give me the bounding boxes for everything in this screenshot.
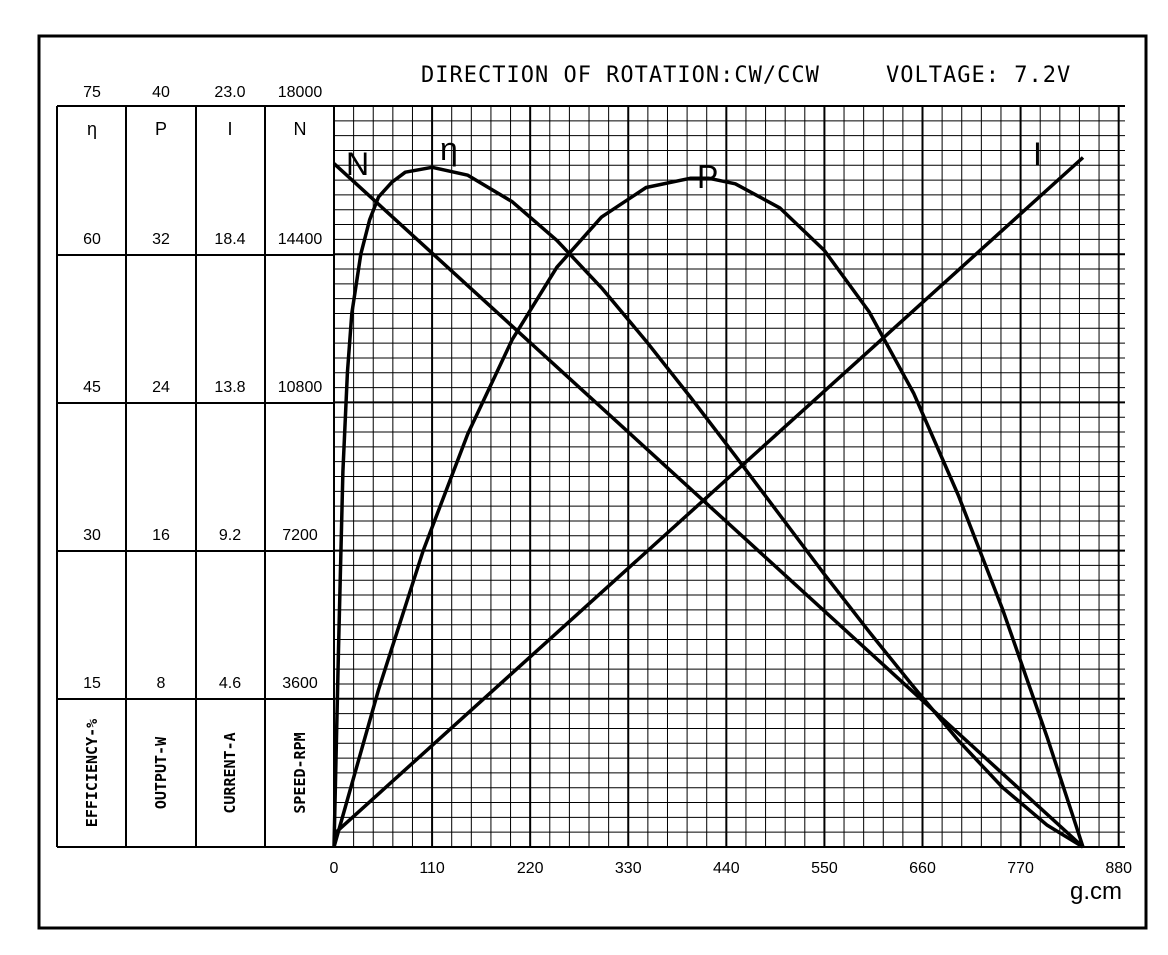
axis-tick-value: 15	[83, 675, 101, 692]
axis-top-value: 75	[83, 84, 101, 101]
axis-tick-value: 60	[83, 231, 101, 248]
x-tick-label: 660	[909, 860, 936, 877]
chart-frame	[37, 34, 1148, 930]
axis-tick-value: 14400	[278, 231, 323, 248]
axis-tick-value: 3600	[282, 675, 318, 692]
axis-tick-value: 7200	[282, 527, 318, 544]
axis-symbol: N	[294, 119, 307, 139]
curves	[332, 156, 1085, 849]
x-tick-label: 770	[1007, 860, 1034, 877]
axis-name: OUTPUT-W	[152, 736, 170, 809]
x-tick-label: 110	[419, 860, 445, 877]
x-tick-label: 550	[811, 860, 838, 877]
x-tick-label: 0	[330, 860, 339, 877]
current-curve-label: I	[1033, 136, 1042, 172]
axis-name: CURRENT-A	[221, 732, 239, 813]
axis-top-value: 40	[152, 84, 170, 101]
axis-tick-value: 30	[83, 527, 101, 544]
axis-tick-value: 16	[152, 527, 170, 544]
curve-output	[332, 176, 1085, 848]
axis-tick-value: 18.4	[214, 231, 245, 248]
axis-tick-value: 10800	[278, 379, 323, 396]
x-tick-label: 440	[713, 860, 740, 877]
axis-tick-value: 4.6	[219, 675, 241, 692]
axis-tick-value: 32	[152, 231, 170, 248]
axis-symbol: η	[87, 119, 97, 139]
axis-name: SPEED-RPM	[291, 732, 309, 813]
curve-efficiency	[332, 165, 1084, 849]
curve-speed	[332, 162, 1085, 849]
x-axis-ticks: 0 110 220 330 440 550 660 770 880	[330, 860, 1133, 877]
axis-symbol: P	[155, 119, 167, 139]
axis-scale-table: 75 η 60 45 30 15 EFFICIENCY-% 40 P 32 24 16 8 OUTPUT-…	[56, 84, 335, 848]
plot-grid	[333, 105, 1125, 848]
x-tick-label: 330	[615, 860, 642, 877]
axis-top-value: 23.0	[214, 84, 245, 101]
efficiency-curve-label: η	[440, 131, 458, 167]
axis-name: EFFICIENCY-%	[83, 719, 101, 827]
voltage-title: VOLTAGE: 7.2V	[886, 63, 1071, 88]
curve-labels: N I Pη	[346, 131, 1042, 195]
x-tick-label: 220	[517, 860, 544, 877]
axis-top-value: 18000	[278, 84, 323, 101]
axis-tick-value: 9.2	[219, 527, 241, 544]
speed-curve-label: N	[346, 146, 369, 182]
axis-tick-value: 24	[152, 379, 170, 396]
axis-symbol: I	[227, 119, 232, 139]
curve-current	[332, 156, 1085, 836]
output-curve-label: P	[697, 159, 718, 195]
axis-tick-value: 13.8	[214, 379, 245, 396]
axis-tick-value: 8	[157, 675, 166, 692]
x-tick-label: 880	[1105, 860, 1132, 877]
x-axis-unit: g.cm	[1070, 878, 1122, 905]
axis-tick-value: 45	[83, 379, 101, 396]
rotation-direction-title: DIRECTION OF ROTATION:CW/CCW	[421, 63, 820, 88]
